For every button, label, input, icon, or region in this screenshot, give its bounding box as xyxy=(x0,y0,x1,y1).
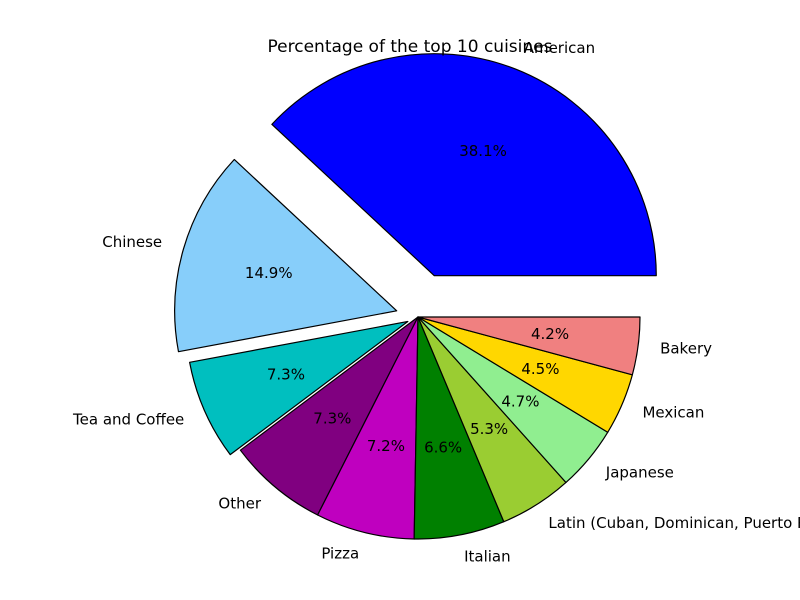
slice-percent-mexican: 4.5% xyxy=(521,360,559,378)
slice-label-japanese: Japanese xyxy=(605,464,674,482)
pie-percent-labels: 38.1% 14.9% 7.3% 7.3% 7.2% 6.6% 5.3% 4.7% 4.5% 4.… xyxy=(245,142,569,456)
slice-label-pizza: Pizza xyxy=(321,545,359,563)
slice-percent-chinese: 14.9% xyxy=(245,264,293,282)
slice-percent-american: 38.1% xyxy=(459,142,507,160)
slice-label-latin-cuban-dominican-puerto-rican-south-central-american: Latin (Cuban, Dominican, Puerto Rican, S… xyxy=(548,514,800,532)
slice-percent-pizza: 7.2% xyxy=(367,437,405,455)
slice-percent-japanese: 4.7% xyxy=(501,393,539,411)
pie-slice-chinese xyxy=(174,158,398,353)
pie-slice-other xyxy=(239,316,419,516)
slice-label-mexican: Mexican xyxy=(642,404,704,422)
pie-slice-tea-and-coffee xyxy=(189,320,409,456)
slice-label-tea-and-coffee: Tea and Coffee xyxy=(72,410,184,428)
slice-label-chinese: Chinese xyxy=(102,233,162,251)
slice-percent-other: 7.3% xyxy=(313,410,351,428)
pie-slice-pizza xyxy=(317,316,419,540)
slice-label-american: American xyxy=(524,39,595,57)
slice-percent-bakery: 4.2% xyxy=(531,325,569,343)
pie-slices xyxy=(174,53,657,540)
slice-label-other: Other xyxy=(218,495,261,513)
slice-percent-latin-cuban-dominican-puerto-rican-south-central-american: 5.3% xyxy=(470,420,508,438)
slice-percent-italian: 6.6% xyxy=(424,438,462,456)
slice-label-italian: Italian xyxy=(464,547,511,565)
pie-slice-bakery xyxy=(417,316,641,376)
slice-percent-tea-and-coffee: 7.3% xyxy=(267,366,305,384)
chart-title: Percentage of the top 10 cuisines xyxy=(268,37,553,57)
slice-label-bakery: Bakery xyxy=(660,340,712,358)
pie-slice-american xyxy=(271,53,657,277)
pie-labels: American Chinese Tea and Coffee Other Pizza I… xyxy=(72,39,800,565)
